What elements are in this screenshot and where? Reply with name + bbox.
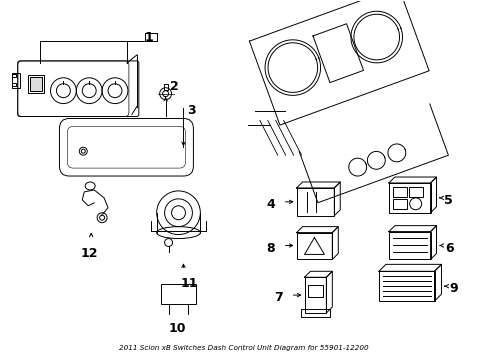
Text: 1: 1 xyxy=(144,31,153,44)
Text: 2011 Scion xB Switches Dash Control Unit Diagram for 55901-12200: 2011 Scion xB Switches Dash Control Unit… xyxy=(119,345,368,351)
Bar xyxy=(163,84,167,90)
Text: 3: 3 xyxy=(187,104,196,117)
Text: 9: 9 xyxy=(448,282,457,295)
Text: 12: 12 xyxy=(80,247,98,261)
Bar xyxy=(161,284,196,304)
Bar xyxy=(300,309,330,317)
Text: 5: 5 xyxy=(444,194,452,207)
Text: 2: 2 xyxy=(169,80,178,93)
Bar xyxy=(378,271,434,301)
Bar xyxy=(307,285,323,297)
Bar xyxy=(12,74,16,77)
Text: 4: 4 xyxy=(265,198,274,211)
Text: 6: 6 xyxy=(445,242,453,255)
Bar xyxy=(12,83,16,86)
Text: 7: 7 xyxy=(273,291,282,304)
Bar xyxy=(12,73,20,88)
Bar xyxy=(28,75,43,93)
Bar xyxy=(388,231,429,260)
Bar xyxy=(392,187,406,197)
Bar xyxy=(392,199,406,209)
Bar xyxy=(296,188,334,216)
FancyBboxPatch shape xyxy=(60,118,193,176)
Text: 11: 11 xyxy=(180,277,198,290)
Text: 8: 8 xyxy=(265,242,274,255)
FancyBboxPatch shape xyxy=(18,61,139,117)
Bar xyxy=(304,277,325,313)
Bar xyxy=(30,77,41,91)
Bar xyxy=(408,187,422,197)
Bar xyxy=(388,183,429,213)
Text: 10: 10 xyxy=(168,322,186,335)
Bar xyxy=(296,233,332,260)
